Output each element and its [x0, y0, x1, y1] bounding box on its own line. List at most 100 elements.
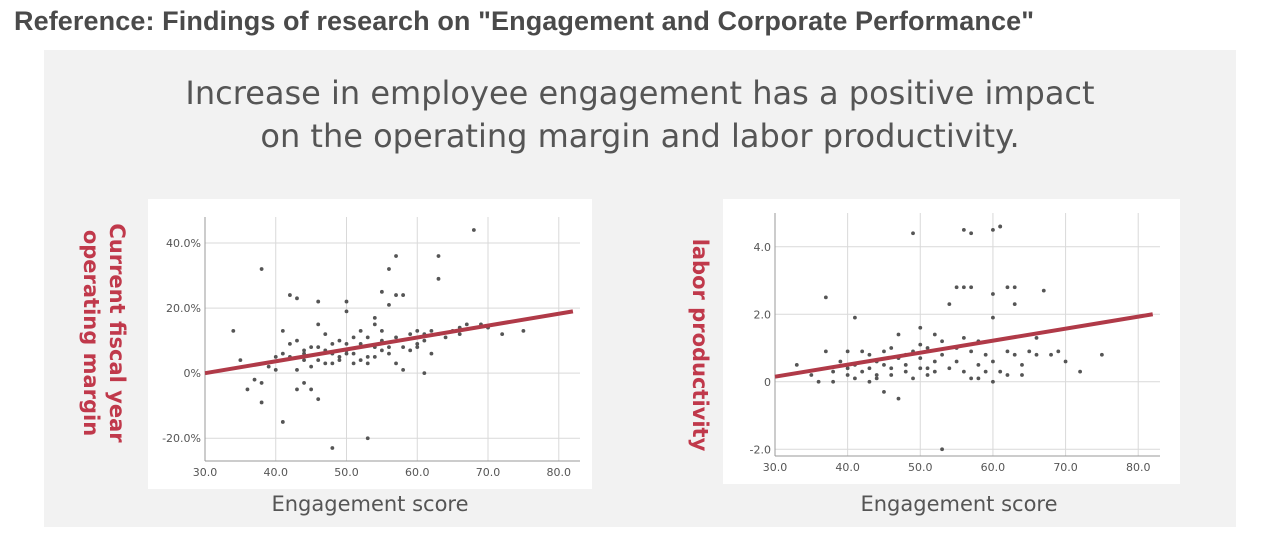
chart-2-data-point	[823, 349, 828, 354]
subtitle-line-2: on the operating margin and labor produc…	[260, 117, 1020, 155]
chart-2-data-point	[961, 369, 966, 374]
chart-2-data-point	[983, 352, 988, 357]
chart-1-data-point	[394, 361, 398, 366]
chart-2-data-point	[874, 373, 879, 377]
chart-1-data-point	[365, 354, 370, 359]
chart-2-data-point	[991, 315, 995, 320]
chart-1-data-point	[330, 341, 335, 346]
chart-1-data-point	[316, 345, 321, 350]
chart-1-data-point	[415, 328, 420, 333]
chart-2-data-point	[969, 349, 974, 354]
chart-2-data-point	[845, 373, 850, 377]
chart-1-y-tick-label: 0%	[184, 367, 201, 380]
chart-2-data-point	[940, 339, 944, 344]
chart-2-data-point	[845, 366, 850, 371]
chart-1-data-point	[231, 328, 236, 333]
chart-2-data-point	[932, 369, 937, 374]
chart-2-data-point	[918, 356, 923, 361]
chart-2-data-point	[940, 447, 944, 452]
chart-1-data-point	[372, 315, 377, 320]
chart-1-data-point	[316, 299, 321, 304]
chart-1-data-point	[330, 361, 335, 366]
chart-2-data-point	[853, 315, 857, 320]
chart-2-data-point	[853, 376, 857, 381]
chart-2-data-point	[1056, 349, 1061, 354]
chart-2-data-point	[961, 335, 966, 340]
chart-1-data-point	[330, 446, 335, 450]
chart-2-data-point	[867, 379, 872, 384]
chart-1-data-point	[273, 368, 278, 372]
chart-2-data-point	[1005, 285, 1010, 290]
chart-2-data-point	[1041, 288, 1046, 293]
chart-2-y-axis-label-line-1: labor productivity	[688, 238, 712, 452]
chart-2-data-point	[831, 379, 836, 384]
chart-1-data-point	[238, 358, 243, 363]
chart-1-data-point	[302, 381, 306, 385]
chart-1-data-point	[500, 332, 505, 337]
chart-1-data-point	[387, 267, 391, 271]
chart-2-x-tick-label: 30.0	[763, 461, 788, 474]
chart-2-x-tick-label: 50.0	[908, 461, 933, 474]
chart-2-data-point	[1099, 352, 1104, 357]
chart-2-data-point	[903, 362, 908, 367]
chart-1-data-point	[344, 341, 349, 346]
chart-1-data-point	[408, 332, 413, 337]
chart-2-data-point	[940, 352, 944, 357]
chart-2-data-point	[925, 366, 930, 371]
chart-1-data-point	[408, 348, 413, 353]
chart-1-y-axis-label-line-1: Current fiscal year	[105, 223, 129, 443]
chart-1-data-point	[266, 364, 271, 369]
chart-2-data-point	[882, 362, 886, 367]
chart-1-data-point	[422, 371, 427, 376]
chart-2-data-point	[998, 224, 1003, 229]
chart-1-data-point	[379, 289, 384, 294]
chart-1-data-point	[280, 351, 285, 356]
chart-1-data-point	[358, 358, 363, 363]
chart-2-data-point	[1012, 302, 1017, 307]
chart-2-data-point	[889, 346, 894, 350]
chart-2-data-point	[1005, 349, 1010, 354]
chart-2-data-point	[1012, 352, 1017, 357]
chart-1-x-tick-label: 70.0	[476, 466, 501, 479]
chart-2-data-point	[794, 362, 799, 367]
chart-1-data-point	[302, 358, 306, 363]
chart-1-data-point	[288, 293, 292, 297]
chart-1-data-point	[415, 345, 420, 350]
chart-2-data-point	[983, 369, 988, 374]
chart-1-data-point	[464, 322, 469, 327]
chart-2-data-point	[911, 376, 915, 381]
chart-1-y-tick-label: -20.0%	[162, 432, 201, 445]
chart-2-x-tick-label: 60.0	[981, 461, 1006, 474]
chart-1-x-tick-label: 80.0	[547, 466, 572, 479]
chart-1-data-point	[471, 228, 476, 232]
chart-2-data-point	[969, 376, 974, 381]
chart-1-data-point	[259, 381, 264, 385]
chart-2-data-point	[823, 295, 828, 300]
chart-1-trend-line	[204, 309, 574, 376]
chart-1-data-point	[323, 332, 328, 337]
chart-2-data-point	[954, 359, 959, 364]
chart-2-data-point	[961, 285, 966, 290]
chart-1-data-point	[379, 348, 384, 353]
chart-2-data-point	[947, 302, 952, 307]
chart-2-data-point	[882, 389, 886, 394]
chart-1-data-point	[288, 341, 292, 346]
chart-2-data-point	[903, 369, 908, 374]
chart-1-x-tick-label: 50.0	[334, 466, 359, 479]
chart-1-data-point	[394, 335, 398, 340]
chart-1-x-tick-label: 40.0	[264, 466, 289, 479]
chart-2-data-point	[1005, 373, 1010, 377]
chart-1-data-point	[457, 332, 462, 337]
chart-1-data-point	[351, 361, 356, 366]
chart-1-y-tick-label: 40.0%	[166, 237, 201, 250]
chart-2-data-point	[874, 376, 879, 381]
chart-2-x-tick-label: 70.0	[1053, 461, 1078, 474]
chart-1-x-axis-label: Engagement score	[271, 492, 469, 516]
chart-1-data-point	[365, 436, 370, 441]
chart-1-data-point	[280, 328, 285, 333]
chart-1-data-point	[429, 351, 434, 356]
chart-2-data-point	[1063, 359, 1068, 364]
subtitle-line-1: Increase in employee engagement has a po…	[185, 74, 1095, 112]
chart-1-data-point	[387, 302, 391, 307]
chart-2-data-point	[882, 349, 886, 354]
